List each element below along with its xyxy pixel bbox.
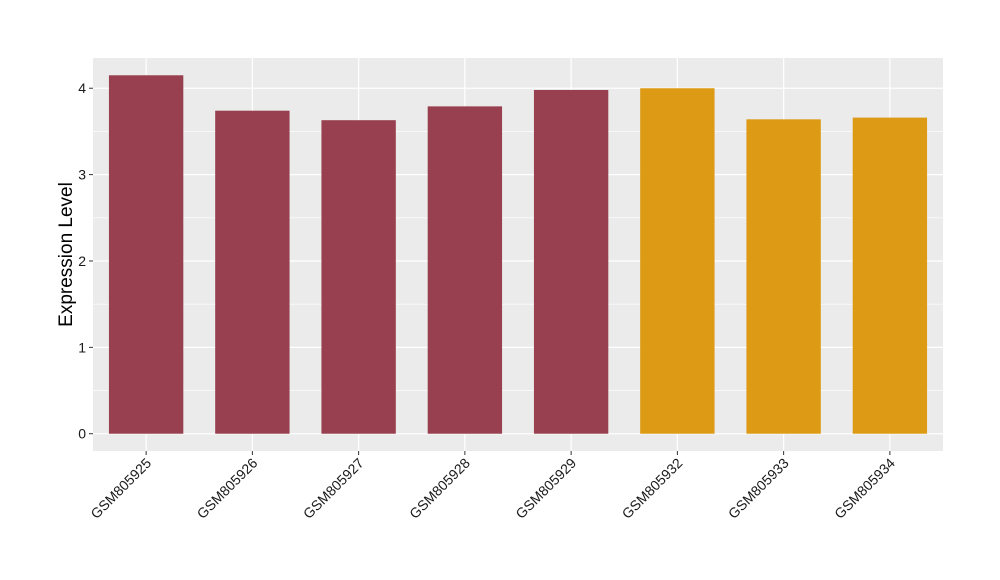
bar-GSM805927 [321,120,396,434]
y-tick-label: 4 [78,80,86,96]
x-tick-label: GSM805932 [619,455,686,522]
bar-GSM805932 [640,88,715,434]
x-tick-label: GSM805929 [512,455,579,522]
x-tick-label: GSM805925 [87,455,154,522]
y-tick-label: 0 [78,426,86,442]
x-tick-label: GSM805926 [194,455,261,522]
bar-GSM805929 [533,89,609,434]
y-axis-title: Expression Level [56,182,77,327]
bars [108,75,928,434]
y-tick-label: 3 [78,167,86,183]
x-tick-label: GSM805927 [300,455,367,522]
x-tick-label: GSM805934 [831,455,898,522]
bar-GSM805925 [108,75,184,434]
y-tick-label: 1 [78,339,86,355]
bar-GSM805926 [215,110,290,434]
x-tick-label: GSM805928 [406,455,473,522]
bar-GSM805928 [427,106,503,434]
bar-GSM805933 [746,119,821,434]
y-tick-label: 2 [78,253,86,269]
y-axis: 0 1 2 3 4 [78,80,93,442]
x-axis: GSM805925 GSM805926 GSM805927 GSM805928 GSM8… [87,451,898,522]
bar-GSM805934 [852,117,928,434]
x-tick-label: GSM805933 [725,455,792,522]
